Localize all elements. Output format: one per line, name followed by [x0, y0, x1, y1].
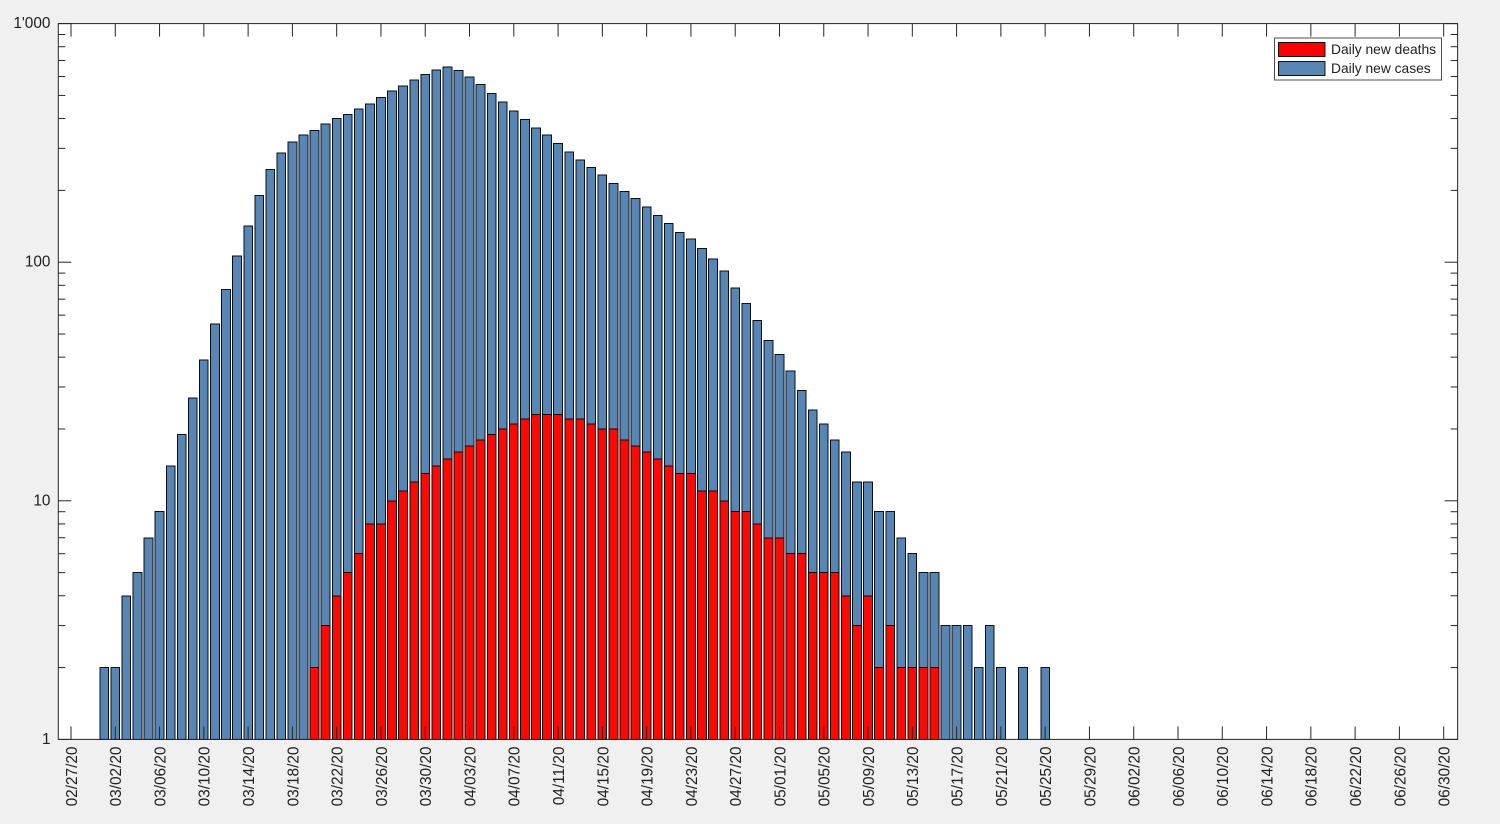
svg-text:04/15/20: 04/15/20 — [595, 747, 612, 807]
svg-text:100: 100 — [25, 254, 51, 271]
svg-text:06/10/20: 06/10/20 — [1215, 747, 1232, 807]
svg-text:03/30/20: 03/30/20 — [418, 747, 435, 807]
svg-text:06/18/20: 06/18/20 — [1304, 747, 1321, 807]
svg-text:10: 10 — [33, 492, 50, 509]
svg-text:05/05/20: 05/05/20 — [817, 747, 834, 807]
svg-text:03/26/20: 03/26/20 — [374, 747, 391, 807]
svg-text:05/25/20: 05/25/20 — [1038, 747, 1055, 807]
svg-text:04/03/20: 04/03/20 — [462, 747, 479, 807]
svg-text:03/18/20: 03/18/20 — [285, 747, 302, 807]
svg-text:1'000: 1'000 — [13, 15, 50, 32]
svg-text:03/06/20: 03/06/20 — [152, 747, 169, 807]
svg-text:Daily new deaths: Daily new deaths — [1331, 42, 1436, 57]
svg-text:03/14/20: 03/14/20 — [241, 747, 258, 807]
svg-text:05/01/20: 05/01/20 — [772, 747, 789, 807]
svg-text:1: 1 — [42, 731, 51, 748]
svg-text:03/22/20: 03/22/20 — [330, 747, 347, 807]
svg-text:05/17/20: 05/17/20 — [950, 747, 967, 807]
svg-text:02/27/20: 02/27/20 — [64, 747, 81, 807]
svg-text:05/13/20: 05/13/20 — [905, 747, 922, 807]
svg-text:06/22/20: 06/22/20 — [1348, 747, 1365, 807]
svg-text:03/10/20: 03/10/20 — [197, 747, 214, 807]
svg-text:04/27/20: 04/27/20 — [728, 747, 745, 807]
svg-text:06/02/20: 06/02/20 — [1127, 747, 1144, 807]
svg-text:05/21/20: 05/21/20 — [994, 747, 1011, 807]
svg-text:04/23/20: 04/23/20 — [684, 747, 701, 807]
svg-text:05/29/20: 05/29/20 — [1082, 747, 1099, 807]
svg-text:06/26/20: 06/26/20 — [1392, 747, 1409, 807]
svg-text:06/14/20: 06/14/20 — [1259, 747, 1276, 807]
svg-text:Daily new cases: Daily new cases — [1331, 61, 1431, 76]
svg-text:04/07/20: 04/07/20 — [507, 747, 524, 807]
svg-text:04/19/20: 04/19/20 — [640, 747, 657, 807]
svg-text:06/30/20: 06/30/20 — [1437, 747, 1454, 807]
svg-text:06/06/20: 06/06/20 — [1171, 747, 1188, 807]
svg-text:04/11/20: 04/11/20 — [551, 747, 568, 806]
svg-text:05/09/20: 05/09/20 — [861, 747, 878, 807]
svg-text:03/02/20: 03/02/20 — [108, 747, 125, 807]
